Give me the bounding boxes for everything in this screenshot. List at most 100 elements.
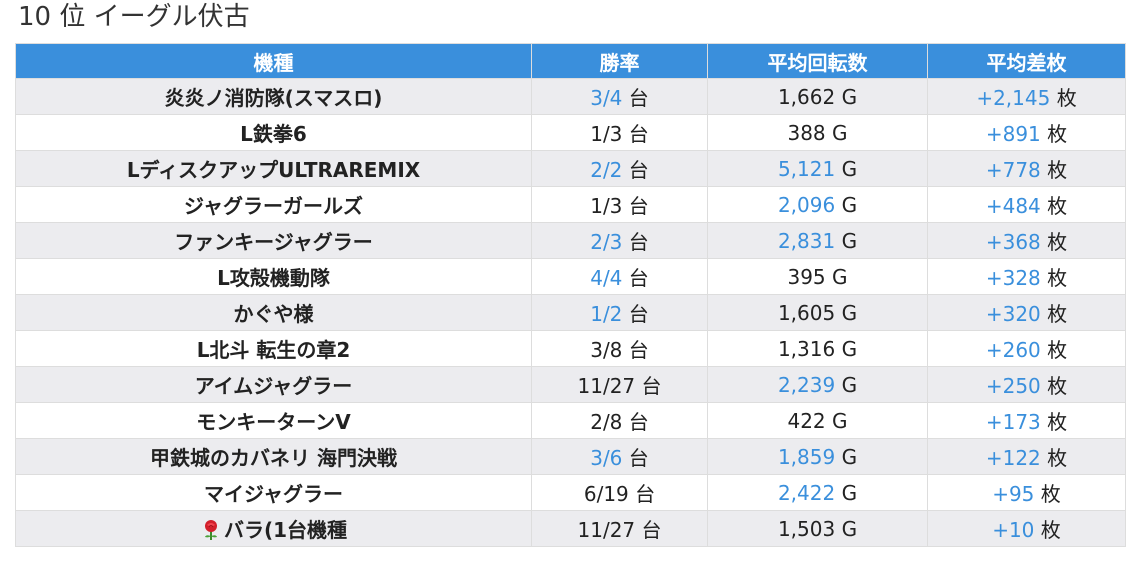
avg-spins-cell: 1,605 G: [707, 294, 928, 331]
win-rate-cell: 3/6 台: [531, 438, 708, 475]
win-rate-cell-unit: 台: [628, 122, 649, 146]
avg-spins-cell-value: 388: [787, 120, 826, 145]
avg-diff-cell-value: +2,145: [976, 86, 1051, 110]
avg-diff-cell-unit: 枚: [1047, 122, 1068, 146]
machine-name: かぐや様: [233, 302, 314, 326]
table-row: 甲鉄城のカバネリ 海門決戦 3/6 台 1,859 G +122 枚: [15, 438, 1126, 475]
table-row: ジャグラーガールズ 1/3 台 2,096 G +484 枚: [15, 186, 1126, 223]
machine-name-cell[interactable]: ジャグラーガールズ: [15, 186, 532, 223]
win-rate-cell-unit: 台: [628, 230, 649, 254]
avg-diff-cell: +10 枚: [927, 510, 1126, 547]
header-avg-diff[interactable]: 平均差枚: [927, 43, 1126, 79]
machine-name: バラ(1台機種: [223, 518, 348, 542]
avg-spins-cell-unit: G: [841, 228, 858, 253]
header-win-rate[interactable]: 勝率: [531, 43, 708, 79]
win-rate-cell: 2/2 台: [531, 150, 708, 187]
avg-spins-cell-unit: G: [832, 408, 848, 433]
machine-name-cell[interactable]: L北斗 転生の章2: [15, 330, 532, 367]
machine-name-cell[interactable]: マイジャグラー: [15, 474, 532, 511]
machine-name: L北斗 転生の章2: [196, 338, 351, 362]
avg-spins-cell-unit: G: [841, 480, 858, 505]
machine-name: L攻殻機動隊: [217, 266, 330, 290]
rose-icon: [204, 520, 217, 540]
avg-spins-cell: 1,662 G: [707, 78, 928, 115]
avg-diff-cell: +250 枚: [927, 366, 1126, 403]
machine-name-cell[interactable]: ファンキージャグラー: [15, 222, 532, 259]
header-avg-spins[interactable]: 平均回転数: [707, 43, 928, 79]
avg-diff-cell-unit: 枚: [1047, 446, 1068, 470]
table-row: L北斗 転生の章2 3/8 台 1,316 G +260 枚: [15, 330, 1126, 367]
machine-name-cell[interactable]: アイムジャグラー: [15, 366, 532, 403]
avg-diff-cell-unit: 枚: [1047, 194, 1068, 218]
win-rate-cell-unit: 台: [628, 86, 649, 110]
machine-name-cell[interactable]: LディスクアップULTRAREMIX: [15, 150, 532, 187]
avg-spins-cell-unit: G: [841, 336, 858, 361]
machine-name: ジャグラーガールズ: [184, 194, 363, 218]
avg-spins-cell: 422 G: [707, 402, 928, 439]
avg-diff-cell-unit: 枚: [1040, 482, 1061, 506]
avg-diff-cell: +2,145 枚: [927, 78, 1126, 115]
avg-diff-cell-value: +891: [985, 122, 1041, 146]
table-row: L攻殻機動隊 4/4 台 395 G +328 枚: [15, 258, 1126, 295]
avg-spins-cell: 1,503 G: [707, 510, 928, 547]
machine-name-cell[interactable]: L攻殻機動隊: [15, 258, 532, 295]
avg-spins-cell: 5,121 G: [707, 150, 928, 187]
table-row: 炎炎ノ消防隊(スマスロ) 3/4 台 1,662 G +2,145 枚: [15, 78, 1126, 115]
avg-spins-cell-unit: G: [841, 192, 858, 217]
machine-name: ファンキージャグラー: [174, 230, 373, 254]
win-rate-cell-value: 2/3: [590, 230, 623, 254]
avg-spins-cell: 388 G: [707, 114, 928, 151]
avg-spins-cell: 395 G: [707, 258, 928, 295]
win-rate-cell: 1/3 台: [531, 114, 708, 151]
avg-diff-cell: +778 枚: [927, 150, 1126, 187]
table-row: L鉄拳6 1/3 台 388 G +891 枚: [15, 114, 1126, 151]
avg-spins-cell-value: 5,121: [777, 156, 836, 181]
header-machine[interactable]: 機種: [15, 43, 532, 79]
page-title: 10 位 イーグル伏古: [18, 2, 250, 32]
table-row: LディスクアップULTRAREMIX 2/2 台 5,121 G +778 枚: [15, 150, 1126, 187]
machine-name-cell[interactable]: 甲鉄城のカバネリ 海門決戦: [15, 438, 532, 475]
avg-diff-cell-value: +95: [992, 482, 1035, 506]
machine-name: LディスクアップULTRAREMIX: [126, 158, 421, 182]
machine-name-cell[interactable]: かぐや様: [15, 294, 532, 331]
avg-diff-cell: +320 枚: [927, 294, 1126, 331]
avg-spins-cell: 2,422 G: [707, 474, 928, 511]
avg-spins-cell-unit: G: [841, 84, 858, 109]
machine-name-cell[interactable]: 炎炎ノ消防隊(スマスロ): [15, 78, 532, 115]
avg-spins-cell: 1,859 G: [707, 438, 928, 475]
avg-diff-cell: +95 枚: [927, 474, 1126, 511]
win-rate-cell-unit: 台: [628, 302, 649, 326]
avg-diff-cell-value: +484: [985, 194, 1041, 218]
win-rate-cell-value: 11/27: [577, 374, 636, 398]
avg-spins-cell-value: 1,662: [777, 84, 836, 109]
machine-name: 甲鉄城のカバネリ 海門決戦: [150, 446, 397, 470]
avg-spins-cell-unit: G: [841, 516, 858, 541]
win-rate-cell-value: 3/4: [590, 86, 623, 110]
win-rate-cell: 1/2 台: [531, 294, 708, 331]
avg-diff-cell-unit: 枚: [1047, 230, 1068, 254]
ranking-table: 機種 勝率 平均回転数 平均差枚 炎炎ノ消防隊(スマスロ) 3/4 台 1,662 …: [15, 43, 1126, 547]
machine-name: L鉄拳6: [240, 122, 307, 146]
win-rate-cell-unit: 台: [628, 446, 649, 470]
avg-diff-cell-value: +778: [985, 158, 1041, 182]
avg-diff-cell: +122 枚: [927, 438, 1126, 475]
avg-spins-cell-unit: G: [841, 156, 858, 181]
avg-spins-cell-value: 2,239: [777, 372, 836, 397]
win-rate-cell: 2/8 台: [531, 402, 708, 439]
win-rate-cell: 3/8 台: [531, 330, 708, 367]
avg-diff-cell: +328 枚: [927, 258, 1126, 295]
avg-diff-cell-unit: 枚: [1047, 374, 1068, 398]
avg-diff-cell-unit: 枚: [1040, 518, 1061, 542]
machine-name-cell[interactable]: L鉄拳6: [15, 114, 532, 151]
avg-spins-cell-value: 2,831: [777, 228, 836, 253]
win-rate-cell: 4/4 台: [531, 258, 708, 295]
avg-diff-cell: +173 枚: [927, 402, 1126, 439]
avg-diff-cell-unit: 枚: [1047, 302, 1068, 326]
machine-name-cell[interactable]: バラ(1台機種: [15, 510, 532, 547]
table-row: マイジャグラー 6/19 台 2,422 G +95 枚: [15, 474, 1126, 511]
machine-name-cell[interactable]: モンキーターンV: [15, 402, 532, 439]
avg-diff-cell-value: +368: [985, 230, 1041, 254]
avg-diff-cell-unit: 枚: [1056, 86, 1077, 110]
avg-diff-cell-value: +250: [985, 374, 1041, 398]
win-rate-cell-unit: 台: [628, 338, 649, 362]
